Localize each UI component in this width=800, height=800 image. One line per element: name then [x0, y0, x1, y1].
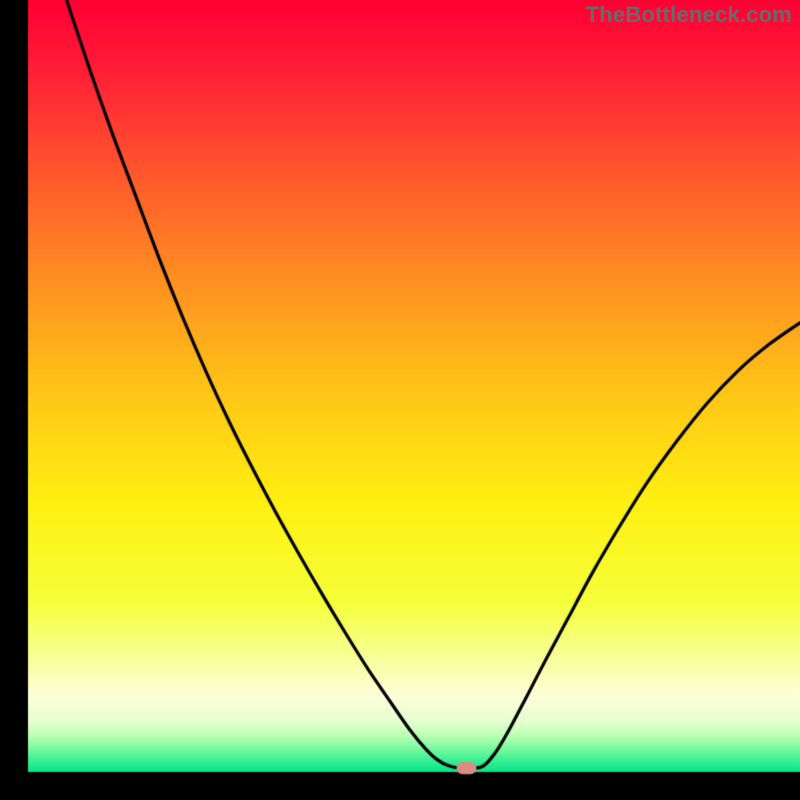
bottleneck-chart-canvas: [0, 0, 800, 800]
chart-stage: { "meta": { "watermark": "TheBottleneck.…: [0, 0, 800, 800]
